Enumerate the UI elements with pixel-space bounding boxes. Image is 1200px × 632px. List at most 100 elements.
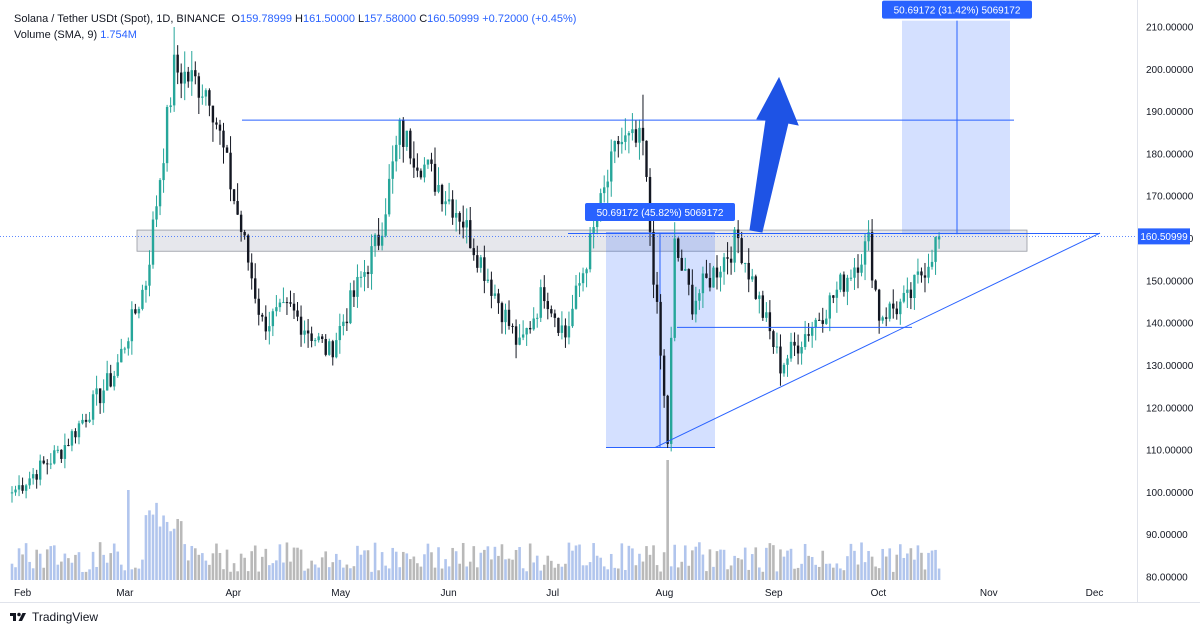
candle-body (465, 220, 468, 228)
legend-open-value: 159.78999 (239, 13, 292, 25)
volume-bar (137, 568, 141, 580)
volume-bar (715, 551, 719, 580)
volume-bar (542, 564, 546, 580)
volume-bar (49, 546, 53, 580)
candle-body (430, 159, 433, 164)
volume-bar (895, 554, 899, 580)
volume-bar (564, 563, 567, 580)
volume-bar (902, 557, 906, 580)
ascending-trendline (654, 232, 1101, 448)
candle-body (10, 492, 14, 494)
candle-body (416, 167, 419, 171)
tradingview-brand[interactable]: TradingView (9, 610, 98, 624)
candle-body (726, 257, 729, 259)
candle-body (190, 70, 193, 82)
volume-bar (899, 544, 902, 580)
candle-body (14, 489, 17, 493)
candle-body (539, 287, 542, 318)
volume-bar (863, 562, 867, 580)
candle-body (31, 474, 35, 479)
candle-body (747, 262, 750, 280)
volume-bar (687, 565, 691, 580)
candle-body (176, 54, 179, 73)
volume-bar (324, 551, 328, 580)
candle-body (574, 285, 578, 309)
candle-body (546, 301, 549, 310)
symbol-title[interactable]: Solana / Tether USDt (Spot), 1D, BINANCE (14, 13, 226, 25)
volume-bar (877, 568, 881, 580)
volume-bar (821, 550, 825, 580)
volume-bar (740, 559, 743, 580)
candle-body (701, 273, 705, 294)
candle-body (313, 340, 317, 342)
candle-body (95, 388, 98, 395)
candle-body (303, 330, 306, 335)
volume-bar (373, 542, 377, 580)
candle-body (56, 449, 60, 451)
volume-bar (698, 542, 701, 580)
candlesticks (10, 27, 941, 503)
candle-body (246, 235, 250, 263)
candle-body (387, 178, 391, 215)
candle-body (366, 272, 370, 275)
volume-bar (870, 556, 874, 580)
candle-body (768, 312, 772, 332)
candle-body (331, 341, 334, 358)
candle-body (895, 308, 898, 315)
volume-bar (285, 542, 289, 580)
volume-bar (370, 571, 373, 580)
candle-body (402, 119, 405, 147)
volume-bar (490, 559, 493, 580)
y-tick-label: 110.00000 (1146, 446, 1193, 457)
volume-bar (599, 557, 602, 580)
candle-body (257, 298, 260, 315)
candle-body (853, 267, 856, 278)
volume-bar (338, 559, 342, 580)
volume-bar (162, 515, 165, 580)
volume-bar (532, 562, 535, 580)
candle-body (423, 164, 426, 178)
candle-body (215, 122, 218, 125)
volume-bar (761, 571, 765, 580)
y-tick-label: 120.00000 (1146, 403, 1194, 414)
candle-body (694, 300, 698, 315)
candle-body (740, 238, 743, 264)
candle-body (451, 199, 454, 218)
candle-body (684, 269, 687, 271)
volume-bar (507, 558, 511, 580)
candle-body (261, 314, 264, 317)
candle-body (144, 285, 148, 290)
candle-body (208, 90, 211, 106)
candle-body (88, 419, 91, 422)
candle-body (275, 307, 278, 312)
volume-bar (116, 551, 120, 580)
volume-bar (387, 568, 391, 580)
candle-body (141, 289, 144, 309)
volume-bar (186, 560, 190, 580)
candle-body (892, 303, 895, 309)
candle-body (469, 220, 472, 249)
volume-bar (412, 556, 416, 580)
candle-body (856, 267, 860, 273)
volume-bar (613, 567, 617, 580)
candle-body (42, 460, 45, 464)
volume-bar (560, 566, 564, 580)
volume-bar (215, 543, 218, 580)
volume-bar (320, 557, 324, 580)
volume-bar (592, 543, 595, 580)
candle-body (500, 303, 504, 323)
volume-bar (155, 502, 158, 580)
volume-bar (91, 551, 95, 580)
volume-bar (476, 567, 479, 580)
candle-body (793, 341, 796, 346)
tradingview-logo-icon (10, 612, 26, 621)
volume-bar (662, 552, 666, 580)
candle-body (370, 246, 373, 275)
candle-body (70, 431, 74, 446)
candle-body (285, 302, 289, 304)
volume-bar (486, 546, 490, 580)
x-tick-label: Nov (980, 588, 998, 599)
volume-indicator-label[interactable]: Volume (SMA, 9) (14, 29, 98, 41)
candle-body (476, 255, 479, 268)
